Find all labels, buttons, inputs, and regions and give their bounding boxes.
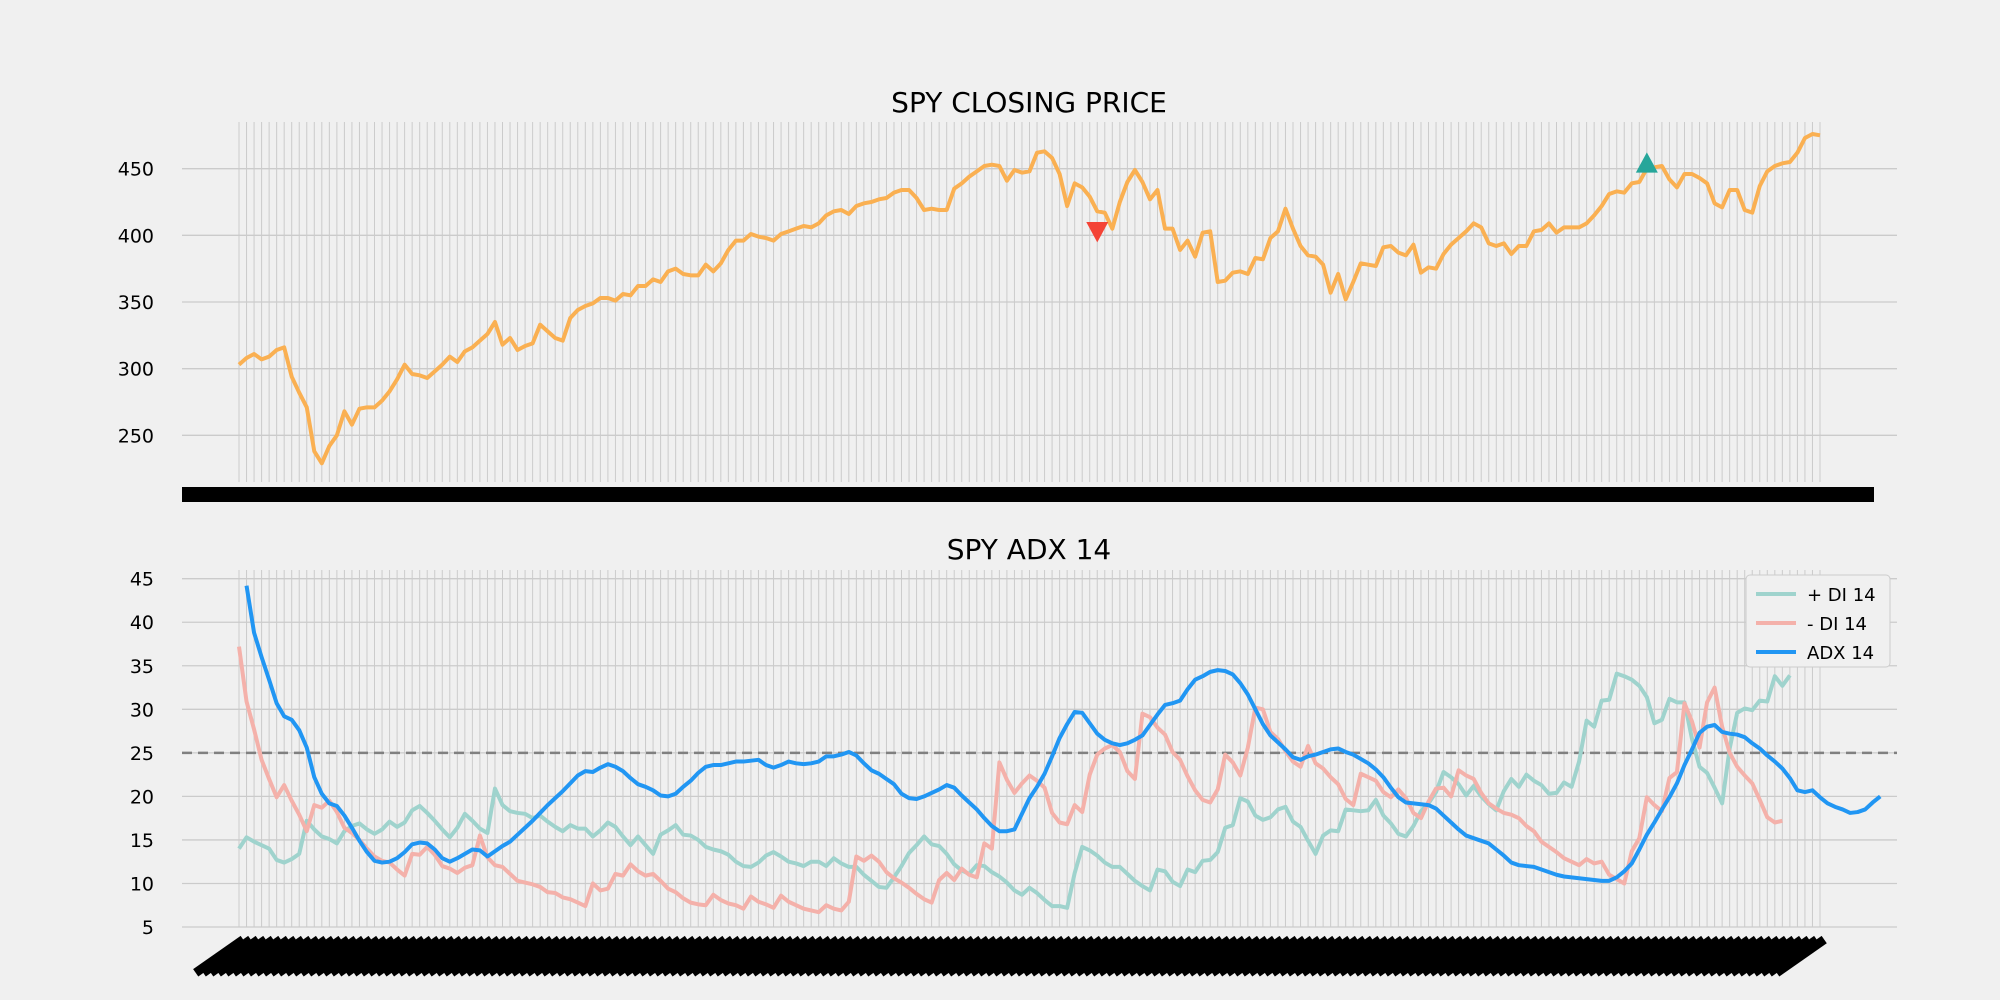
price-y-tick-labels: 250 300 350 400 450 [118,159,154,448]
y-tick-label: 45 [130,569,154,591]
legend-entries: + DI 14 - DI 14 ADX 14 [1756,585,1876,664]
y-tick-label: 350 [118,292,154,314]
adx-chart-title: SPY ADX 14 [947,533,1111,566]
x-tick-label-mark [1774,935,1827,977]
price-series [237,132,1821,466]
y-tick-label: 15 [130,830,154,852]
adx-horizontal-gridlines [182,578,1897,928]
y-tick-label: 400 [118,225,154,247]
price-panel: 250 300 350 400 450 SPY CLOSING PRICE [118,86,1897,502]
series-line [237,646,1783,915]
legend-label: + DI 14 [1807,585,1876,606]
y-tick-label: 250 [118,425,154,447]
adx-panel: 5 10 15 20 25 30 35 40 45 SPY ADX 14 + DI 14 - DI… [130,533,1897,977]
adx-y-tick-labels: 5 10 15 20 25 30 35 40 45 [130,569,154,939]
y-tick-label: 10 [130,873,154,895]
price-signal-markers [1086,152,1658,243]
legend-box [1745,574,1891,668]
y-tick-label: 25 [130,743,154,765]
y-tick-label: 300 [118,359,154,381]
legend-label: - DI 14 [1807,614,1867,635]
price-line [237,132,1821,466]
price-horizontal-gridlines [182,168,1897,436]
y-tick-label: 40 [130,612,154,634]
buy-signal-marker [1635,152,1658,173]
series-line [244,585,1882,883]
y-tick-label: 35 [130,656,154,678]
legend-label: ADX 14 [1807,643,1874,664]
adx-series [237,585,1882,915]
legend: + DI 14 - DI 14 ADX 14 [1745,574,1891,668]
y-tick-label: 20 [130,786,154,808]
sell-signal-marker [1086,221,1109,243]
y-tick-label: 450 [118,159,154,181]
adx-x-tick-label-band [193,935,1827,977]
y-tick-label: 30 [130,699,154,721]
price-chart-title: SPY CLOSING PRICE [891,86,1167,119]
series-line [237,671,1792,910]
y-tick-label: 5 [142,917,154,939]
price-x-tick-label-band [182,487,1874,502]
